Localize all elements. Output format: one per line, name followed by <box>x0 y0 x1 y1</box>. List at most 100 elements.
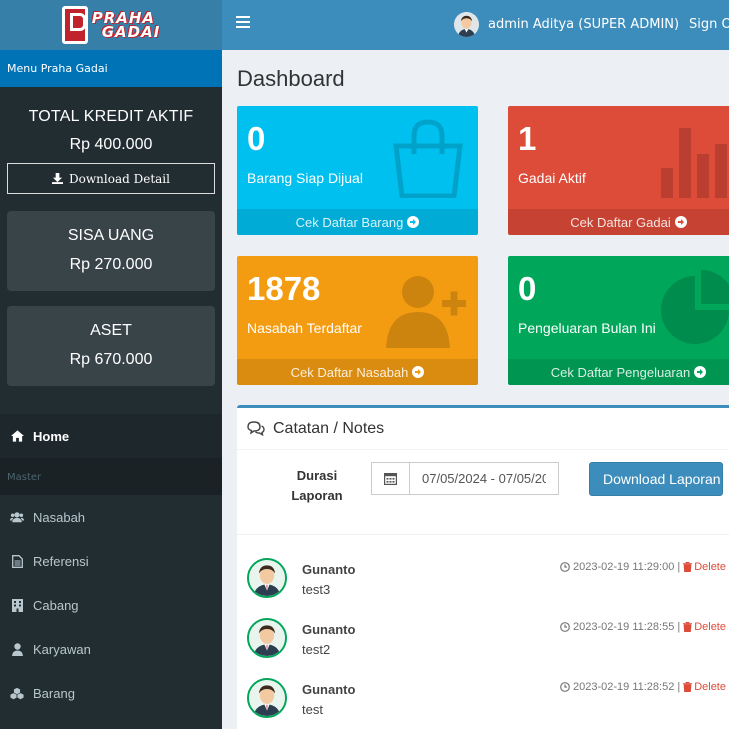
sidebar-item-label: Referensi <box>33 553 89 569</box>
avatar <box>247 678 287 718</box>
brand-line-2: GADAI <box>101 23 161 41</box>
main-content: Dashboard 0 Barang Siap Dijual Cek Dafta… <box>222 50 729 729</box>
delete-label: Delete <box>694 621 726 633</box>
page-title: Dashboard <box>237 66 345 91</box>
brand-line-1: PRAHA <box>91 8 156 27</box>
sidebar-item-barang[interactable]: Barang <box>0 671 222 715</box>
card-value: 1878 <box>247 270 321 307</box>
clock-icon <box>560 622 570 632</box>
building-icon <box>10 598 24 612</box>
trash-icon <box>683 562 693 572</box>
gadai-aktif-card: 1 Gadai Aktif Cek Daftar Gadai <box>508 106 729 235</box>
avatar <box>247 618 287 658</box>
pengeluaran-bulan-ini-card: 0 Pengeluaran Bulan Ini Cek Daftar Penge… <box>508 256 729 385</box>
arrow-circle-right-icon <box>407 216 420 228</box>
sidebar-item-home[interactable]: Home <box>0 414 222 458</box>
cek-daftar-nasabah-link[interactable]: Cek Daftar Nasabah <box>237 359 478 385</box>
sidebar-item-nasabah[interactable]: Nasabah <box>0 495 222 539</box>
note-item: Gunanto test 2023-02-19 11:28:52 | Delet… <box>237 678 729 729</box>
user-menu[interactable]: admin Aditya (SUPER ADMIN) <box>454 12 679 37</box>
sidebar-item-label: Cabang <box>33 597 79 613</box>
download-laporan-button[interactable]: Download Laporan .xls <box>589 462 723 496</box>
note-timestamp: 2023-02-19 11:29:00 <box>573 561 675 573</box>
user-icon <box>10 642 24 656</box>
sidebar-item-label: Barang <box>33 685 75 701</box>
card-link-label: Cek Daftar Barang <box>295 214 404 230</box>
bar-chart-icon <box>661 128 727 198</box>
note-item: Gunanto test2 2023-02-19 11:28:55 | Dele… <box>237 618 729 678</box>
download-detail-label: Download Detail <box>69 171 170 186</box>
card-label: Barang Siap Dijual <box>247 170 363 186</box>
sidebar-section-master: Master <box>0 458 222 495</box>
card-label: Gadai Aktif <box>518 170 586 186</box>
cek-daftar-gadai-link[interactable]: Cek Daftar Gadai <box>508 209 729 235</box>
note-meta: 2023-02-19 11:29:00 | Delete <box>560 561 726 573</box>
trash-icon <box>683 682 693 692</box>
aset-card: ASET Rp 670.000 <box>7 306 215 386</box>
nasabah-terdaftar-card: 1878 Nasabah Terdaftar Cek Daftar Nasaba… <box>237 256 478 385</box>
clock-icon <box>560 682 570 692</box>
card-value: 1 <box>518 120 537 157</box>
arrow-circle-right-icon <box>674 216 687 228</box>
cek-daftar-pengeluaran-link[interactable]: Cek Daftar Pengeluaran <box>508 359 729 385</box>
avatar <box>247 558 287 598</box>
cubes-icon <box>10 686 24 700</box>
sidebar-item-cabang[interactable]: Cabang <box>0 583 222 627</box>
report-filter: Durasi Laporan Download Laporan .xls <box>237 450 729 535</box>
notes-panel: Catatan / Notes Durasi Laporan Download … <box>237 405 729 729</box>
users-icon <box>10 510 24 524</box>
durasi-laporan-label: Durasi Laporan <box>291 468 343 503</box>
brand-logo[interactable]: PRAHA GADAI <box>0 0 222 50</box>
card-label: Nasabah Terdaftar <box>247 320 362 336</box>
logo-mark-icon <box>61 6 88 44</box>
pie-chart-icon <box>661 270 729 344</box>
sidebar-item-label: Karyawan <box>33 641 91 657</box>
card-value: 0 <box>247 120 266 157</box>
note-item: Gunanto test3 2023-02-19 11:29:00 | Dele… <box>237 558 729 618</box>
note-text: test <box>302 702 323 717</box>
card-link-label: Cek Daftar Nasabah <box>290 364 409 380</box>
sidebar-toggle-icon[interactable] <box>236 16 250 30</box>
card-label: Pengeluaran Bulan Ini <box>518 320 656 336</box>
arrow-circle-right-icon <box>412 366 425 378</box>
sidebar-item-referensi[interactable]: Referensi <box>0 539 222 583</box>
sidebar: Menu Praha Gadai TOTAL KREDIT AKTIF Rp 4… <box>0 50 222 729</box>
delete-note-link[interactable]: Delete <box>683 681 726 693</box>
note-text: test3 <box>302 582 331 597</box>
home-icon <box>10 429 24 443</box>
clock-icon <box>560 562 570 572</box>
comments-icon <box>247 421 265 436</box>
calendar-icon[interactable] <box>371 462 410 495</box>
note-text: test2 <box>302 642 331 657</box>
aset-value: Rp 670.000 <box>69 351 153 368</box>
sidebar-item-karyawan[interactable]: Karyawan <box>0 627 222 671</box>
download-detail-button[interactable]: Download Detail <box>7 163 215 194</box>
note-meta: 2023-02-19 11:28:55 | Delete <box>560 621 726 633</box>
user-name: admin Aditya (SUPER ADMIN) <box>488 17 680 32</box>
total-kredit-value: Rp 400.000 <box>69 136 153 153</box>
notes-title: Catatan / Notes <box>273 419 385 437</box>
sign-out-link[interactable]: Sign Out <box>689 17 729 32</box>
delete-label: Delete <box>694 561 726 573</box>
cek-daftar-barang-link[interactable]: Cek Daftar Barang <box>237 209 478 235</box>
card-link-label: Cek Daftar Pengeluaran <box>550 364 691 380</box>
delete-note-link[interactable]: Delete <box>683 561 726 573</box>
user-plus-icon <box>386 276 466 348</box>
sisa-uang-card: SISA UANG Rp 270.000 <box>7 211 215 291</box>
aset-label: ASET <box>90 322 132 339</box>
note-timestamp: 2023-02-19 11:28:52 <box>573 681 675 693</box>
note-author: Gunanto <box>302 562 356 577</box>
file-text-icon <box>10 554 24 568</box>
sidebar-item-label: Home <box>33 428 70 444</box>
sidebar-menu-header: Menu Praha Gadai <box>0 50 222 87</box>
download-icon <box>52 173 64 184</box>
delete-note-link[interactable]: Delete <box>683 621 726 633</box>
note-meta: 2023-02-19 11:28:52 | Delete <box>560 681 726 693</box>
trash-icon <box>683 622 693 632</box>
barang-siap-dijual-card: 0 Barang Siap Dijual Cek Daftar Barang <box>237 106 478 235</box>
sisa-uang-label: SISA UANG <box>67 227 155 244</box>
date-range-input[interactable] <box>409 462 559 495</box>
note-author: Gunanto <box>302 622 356 637</box>
card-link-label: Cek Daftar Gadai <box>570 214 671 230</box>
user-avatar <box>454 12 479 37</box>
